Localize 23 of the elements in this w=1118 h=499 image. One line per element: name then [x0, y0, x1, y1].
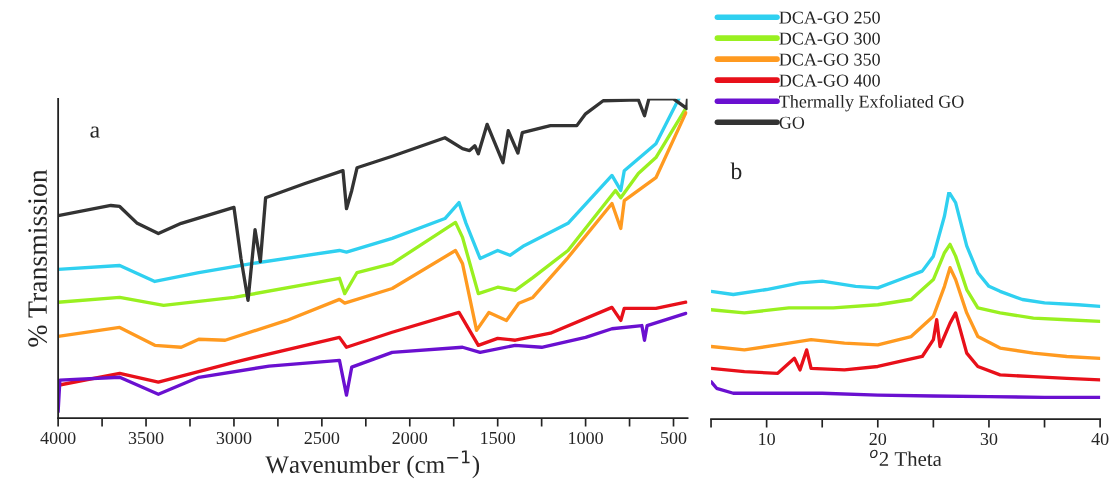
x-tick-label: 40	[1091, 432, 1109, 446]
x-tick-label: 1000	[569, 431, 603, 445]
text: b	[730, 162, 742, 180]
legend-label: GO	[779, 116, 805, 129]
legend-label: DCA-GO 250	[779, 11, 880, 24]
x-axis-title: Wavenumber (cm$^{−1}$)	[265, 450, 480, 479]
legend-label: DCA-GO 300	[779, 32, 880, 45]
legend-label: DCA-GO 350	[779, 53, 880, 66]
x-tick-label: 1500	[481, 431, 516, 445]
annotation: a	[90, 126, 100, 138]
x-tick-label: 2000	[392, 431, 428, 445]
x-tick-label: 10	[759, 432, 775, 446]
legend-label: Thermally Exfoliated GO	[779, 94, 964, 112]
x-axis-title: $^{o}$2 Theta	[869, 449, 942, 467]
x-tick-label: 3000	[216, 431, 252, 445]
x-tick-label: 4000	[40, 431, 76, 445]
x-tick-label: 30	[980, 432, 998, 446]
y-axis-title: % Transmission	[28, 169, 48, 347]
x-tick-label: 20	[869, 432, 887, 446]
x-tick-label: 500	[661, 431, 687, 445]
x-tick-label: 3500	[128, 431, 164, 445]
legend-label: DCA-GO 400	[779, 74, 880, 87]
x-tick-label: 2500	[304, 431, 340, 445]
